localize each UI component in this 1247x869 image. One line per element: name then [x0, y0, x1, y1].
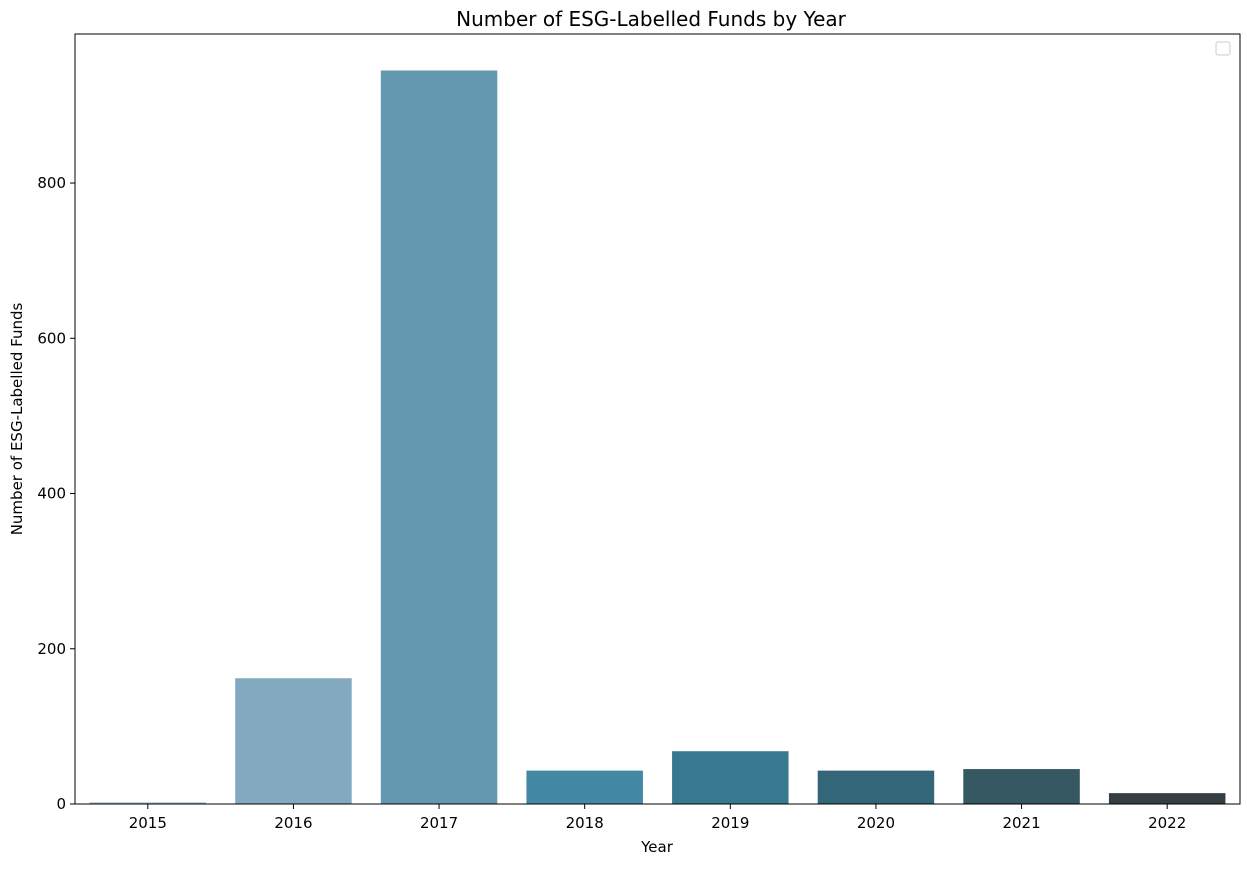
chart-title: Number of ESG-Labelled Funds by Year	[456, 7, 846, 31]
x-tick-label: 2019	[711, 814, 749, 832]
x-tick-label: 2021	[1002, 814, 1040, 832]
legend	[1215, 41, 1231, 56]
y-tick-label: 600	[37, 329, 66, 347]
y-axis-label: Number of ESG-Labelled Funds	[8, 303, 26, 536]
bar-2018	[526, 770, 643, 804]
y-tick-label: 800	[37, 174, 66, 192]
bar-2019	[672, 751, 789, 804]
y-tick-label: 400	[37, 485, 66, 503]
x-tick-label: 2015	[129, 814, 167, 832]
x-axis-label: Year	[640, 838, 674, 856]
x-tick-label: 2016	[274, 814, 312, 832]
plot-frame	[74, 33, 1241, 805]
x-tick-label: 2018	[566, 814, 604, 832]
x-tick-label: 2017	[420, 814, 458, 832]
bar-2015	[89, 802, 207, 804]
bar-2022	[1108, 793, 1226, 804]
ticks-layer: 2015 2016 2017 2018 2019 2020 2021 2022 0 200 400 6…	[37, 174, 1186, 832]
bar-2020	[817, 770, 935, 804]
bar-2017	[380, 70, 498, 805]
y-tick-label: 200	[37, 640, 66, 658]
bars-layer	[89, 70, 1226, 805]
legend-box	[1215, 41, 1231, 56]
bar-2016	[235, 678, 352, 804]
x-tick-label: 2022	[1148, 814, 1186, 832]
y-tick-label: 0	[56, 795, 66, 813]
bar-2021	[963, 769, 1080, 804]
x-tick-label: 2020	[857, 814, 895, 832]
